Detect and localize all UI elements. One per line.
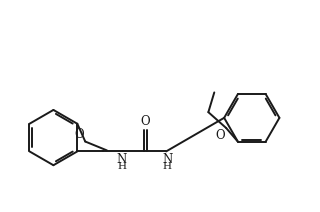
Text: N: N [162,153,172,166]
Text: O: O [75,128,84,141]
Text: O: O [140,115,150,128]
Text: O: O [215,129,225,142]
Text: H: H [117,162,126,171]
Text: N: N [116,153,127,166]
Text: H: H [163,162,172,171]
